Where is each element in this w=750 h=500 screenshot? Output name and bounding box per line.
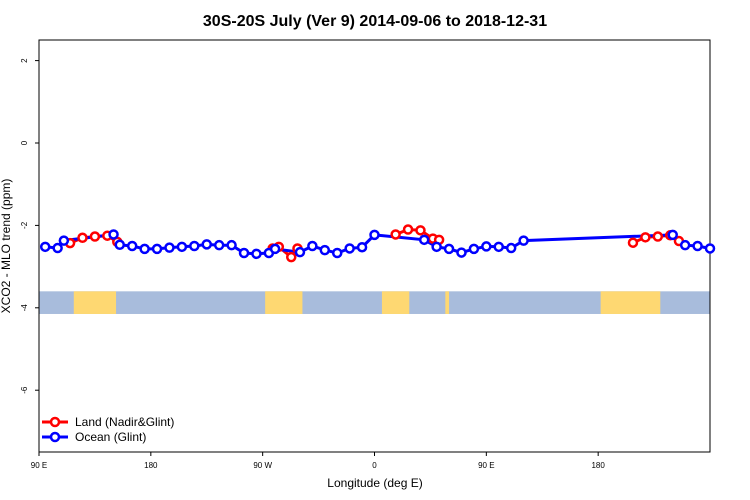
y-axis-label: XCO2 - MLO trend (ppm) — [0, 179, 13, 314]
ocean-point-3 — [108, 229, 119, 240]
ocean-point-4 — [114, 239, 126, 251]
land-point-0-1 — [77, 232, 88, 244]
y-tick-label-1: 0 — [20, 140, 29, 145]
legend-ocean-label: Ocean (Glint) — [75, 430, 146, 444]
ocean-point-22 — [344, 243, 355, 254]
ocean-point-0 — [39, 241, 51, 253]
x-axis: 90 E 180 90 W 0 90 E 180 — [31, 452, 605, 470]
ocean-point-7 — [151, 243, 163, 255]
ocean-point-5 — [126, 240, 138, 252]
ocean-point-26 — [431, 241, 442, 253]
ocean-point-27 — [443, 243, 455, 255]
ocean-point-18 — [294, 246, 306, 258]
land-band-2 — [381, 291, 410, 314]
ocean-point-11 — [201, 239, 212, 250]
ocean-point-9 — [176, 241, 188, 253]
y-tick-label-0: 2 — [20, 58, 29, 63]
ocean-point-14 — [238, 247, 250, 259]
land-band-3 — [445, 291, 450, 314]
land-point-3-2 — [652, 231, 664, 242]
ocean-point-6 — [139, 243, 150, 255]
ocean-point-32 — [505, 242, 517, 254]
ocean-point-30 — [481, 241, 492, 252]
ocean-point-15 — [251, 248, 262, 260]
land-point-0-2 — [89, 231, 101, 242]
ocean-point-21 — [331, 247, 343, 259]
y-axis: 2 0 -2 -4 -6 — [20, 58, 39, 394]
ocean-point-12 — [213, 239, 225, 251]
ocean-point-19 — [307, 240, 318, 252]
land-point-2-2 — [415, 225, 426, 236]
series-layer — [39, 224, 716, 263]
land-point-3-0 — [627, 237, 639, 248]
ocean-point-13 — [226, 239, 237, 251]
x-tick-label-0: 90 E — [31, 461, 47, 470]
legend-land-marker — [49, 416, 61, 428]
land-point-2-0 — [390, 229, 401, 240]
land-band-0 — [73, 291, 117, 314]
plot-frame — [38, 39, 711, 453]
ocean-point-31 — [493, 241, 505, 253]
ocean-point-25 — [418, 234, 430, 246]
ocean-point-1 — [52, 242, 63, 254]
land-band-4 — [600, 291, 661, 314]
land-point-1-2 — [285, 251, 297, 263]
x-tick-label-2: 90 W — [253, 461, 272, 470]
ocean-point-36 — [692, 240, 703, 252]
ocean-point-10 — [189, 240, 200, 252]
x-tick-label-5: 180 — [591, 461, 605, 470]
x-tick-label-1: 180 — [144, 461, 158, 470]
chart-title: 30S-20S July (Ver 9) 2014-09-06 to 2018-… — [203, 13, 547, 30]
ocean-point-28 — [456, 247, 467, 258]
land-point-2-1 — [402, 224, 414, 235]
ocean-point-37 — [704, 243, 716, 254]
ocean-point-23 — [356, 241, 368, 253]
y-tick-label-4: -6 — [20, 386, 29, 394]
ocean-point-29 — [468, 243, 480, 255]
surface-band — [39, 291, 710, 314]
ocean-band — [39, 291, 710, 314]
x-axis-label: Longitude (deg E) — [327, 476, 422, 490]
land-band-1 — [265, 291, 303, 314]
ocean-point-34 — [667, 229, 678, 241]
x-tick-label-3: 0 — [372, 461, 377, 470]
ocean-point-17 — [269, 243, 281, 255]
ocean-point-33 — [518, 235, 529, 246]
legend-land-label: Land (Nadir&Glint) — [75, 415, 174, 429]
ocean-point-8 — [164, 242, 175, 253]
land-point-3-1 — [640, 232, 651, 243]
ocean-point-35 — [679, 239, 691, 251]
y-tick-label-2: -2 — [20, 221, 29, 229]
ocean-point-20 — [319, 244, 331, 256]
legend-ocean-marker — [49, 431, 61, 443]
y-tick-label-3: -4 — [20, 304, 29, 312]
ocean-point-24 — [369, 229, 380, 241]
x-tick-label-4: 90 E — [478, 461, 494, 470]
ocean-point-2 — [58, 235, 70, 246]
legend: Land (Nadir&Glint) Ocean (Glint) — [42, 415, 174, 444]
